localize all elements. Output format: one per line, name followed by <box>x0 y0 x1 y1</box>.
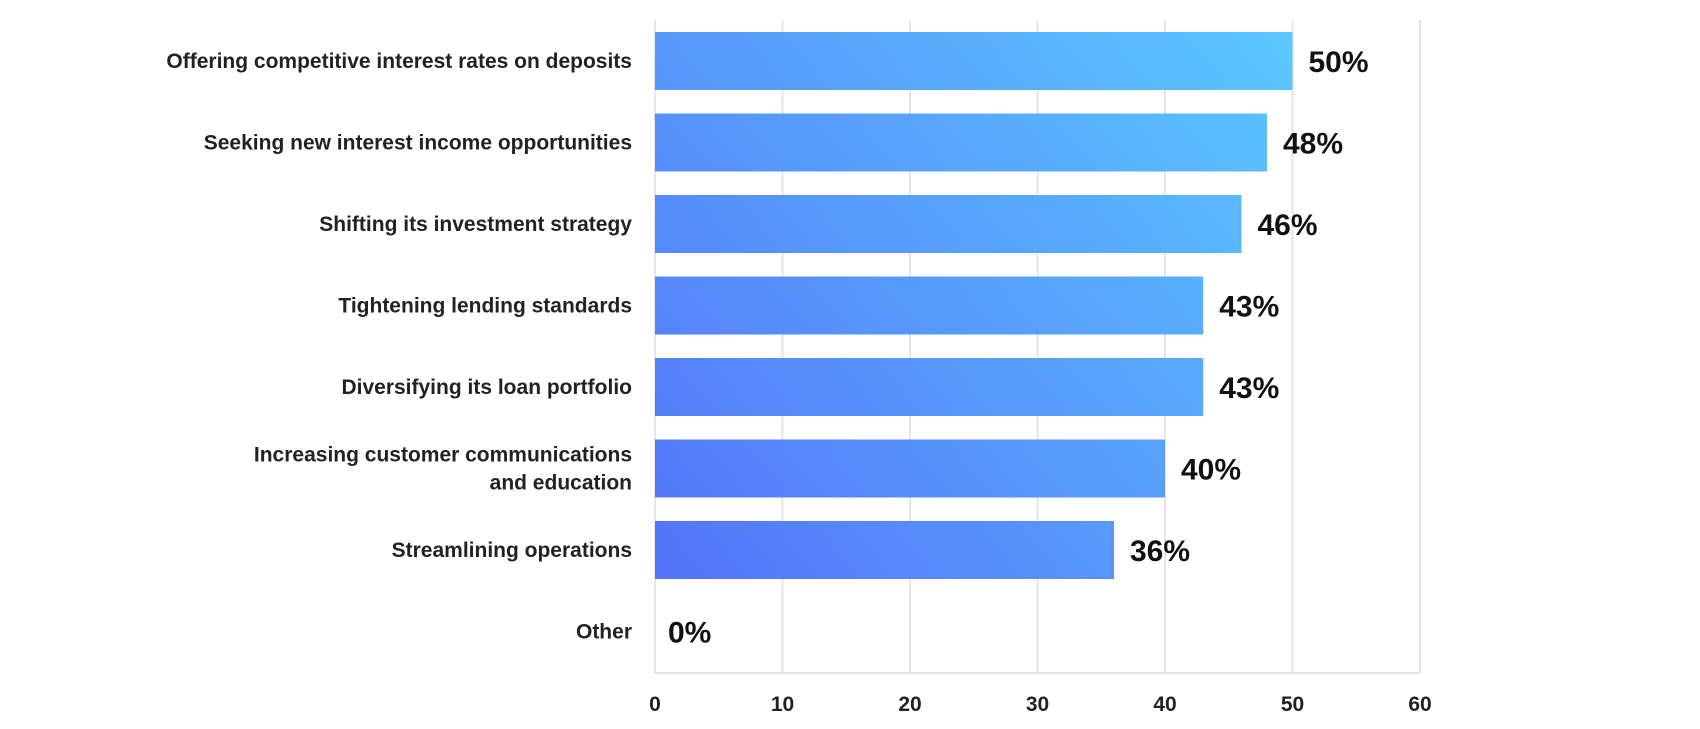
value-label-4: 43% <box>1219 372 1279 405</box>
x-tick-label-30: 30 <box>1026 693 1049 716</box>
category-label-7: Other <box>576 621 632 644</box>
category-label-3: Tightening lending standards <box>338 295 632 318</box>
value-labels: 50% 48% 46% 43% 43% 40% 36% 0% <box>668 46 1369 650</box>
bar-0 <box>655 32 1293 90</box>
category-label-2: Shifting its investment strategy <box>319 213 632 236</box>
x-tick-label-40: 40 <box>1153 693 1176 716</box>
x-tick-label-20: 20 <box>898 693 921 716</box>
category-label-0: Offering competitive interest rates on d… <box>166 50 632 73</box>
bar-4 <box>655 358 1204 416</box>
value-label-1: 48% <box>1283 128 1343 161</box>
x-tick-label-60: 60 <box>1408 693 1431 716</box>
value-label-0: 50% <box>1309 46 1369 79</box>
x-tick-label-0: 0 <box>649 693 661 716</box>
x-tick-label-50: 50 <box>1281 693 1304 716</box>
value-label-3: 43% <box>1219 291 1279 324</box>
bar-5 <box>655 439 1165 498</box>
value-label-6: 36% <box>1130 535 1190 568</box>
category-label-1: Seeking new interest income opportunitie… <box>204 132 632 155</box>
value-label-2: 46% <box>1258 209 1318 242</box>
x-axis-ticks: 0 10 20 30 40 50 60 <box>649 693 1432 716</box>
bar-3 <box>655 276 1204 335</box>
bar-1 <box>655 113 1267 172</box>
bars <box>655 32 1293 579</box>
category-label-6: Streamlining operations <box>392 539 632 562</box>
bar-6 <box>655 521 1114 579</box>
value-label-7: 0% <box>668 617 711 650</box>
bar-2 <box>655 195 1242 253</box>
category-labels: Offering competitive interest rates on d… <box>166 50 632 644</box>
value-label-5: 40% <box>1181 454 1241 487</box>
category-label-4: Diversifying its loan portfolio <box>341 376 632 399</box>
x-tick-label-10: 10 <box>771 693 794 716</box>
category-label-5: Increasing customer communications and ed… <box>254 444 632 495</box>
